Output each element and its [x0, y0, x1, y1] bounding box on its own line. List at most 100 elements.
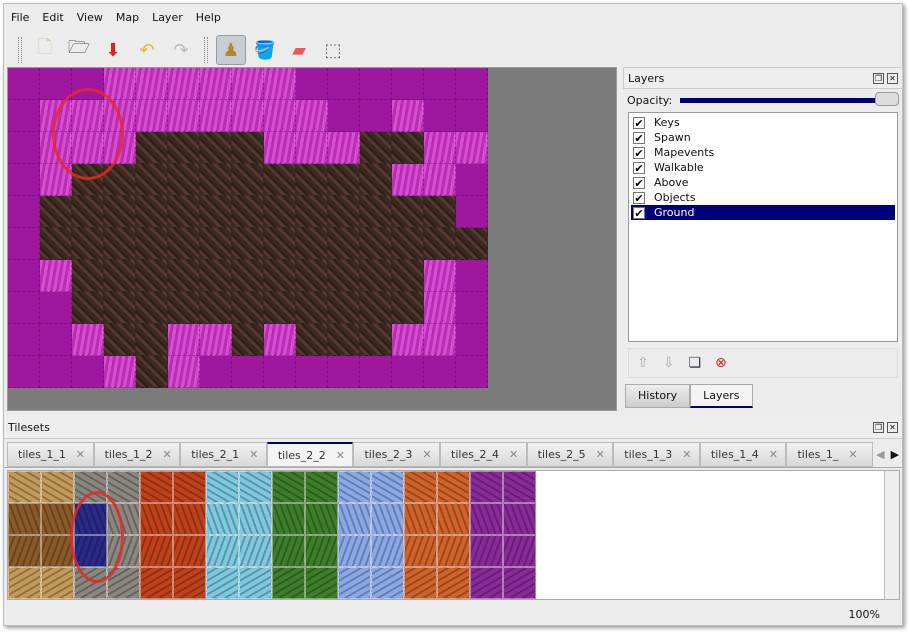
move-layer-down-icon[interactable]: ⇩ [662, 355, 675, 371]
map-tile[interactable] [424, 196, 456, 228]
map-tile[interactable] [40, 292, 72, 324]
map-tile[interactable] [424, 260, 456, 292]
scroll-right-icon[interactable]: ▶ [890, 448, 900, 461]
map-tile[interactable] [168, 196, 200, 228]
tileset-tab[interactable]: tiles_1_2 ✕ [93, 442, 181, 467]
tileset-tile[interactable] [74, 471, 107, 503]
map-tile[interactable] [264, 100, 296, 132]
map-tile[interactable] [8, 196, 40, 228]
map-tile[interactable] [136, 132, 168, 164]
close-tab-icon[interactable]: ✕ [75, 448, 86, 461]
map-tile[interactable] [456, 228, 488, 260]
map-tile[interactable] [456, 196, 488, 228]
tileset-tile[interactable] [404, 503, 437, 535]
map-tile[interactable] [456, 164, 488, 196]
map-tile[interactable] [136, 324, 168, 356]
map-tile[interactable] [264, 68, 296, 100]
map-tile[interactable] [392, 356, 424, 388]
map-tile[interactable] [8, 324, 40, 356]
map-tile[interactable] [392, 292, 424, 324]
visibility-checkbox[interactable]: ✔ [633, 161, 645, 175]
map-tile[interactable] [200, 164, 232, 196]
tileset-tile[interactable] [239, 567, 272, 599]
tileset-tab[interactable]: tiles_2_4 ✕ [440, 442, 527, 467]
tileset-tile[interactable] [338, 471, 371, 503]
map-tile[interactable] [264, 132, 296, 164]
map-tile[interactable] [168, 324, 200, 356]
tileset-tile[interactable] [8, 535, 41, 567]
close-icon[interactable]: ✕ [887, 72, 898, 84]
float-icon[interactable]: ❐ [873, 422, 884, 433]
map-tile[interactable] [392, 324, 424, 356]
menu-file[interactable]: File [11, 11, 30, 24]
menu-view[interactable]: View [76, 11, 103, 24]
tileset-tile[interactable] [305, 471, 338, 503]
map-tile[interactable] [104, 324, 136, 356]
map-tile[interactable] [136, 196, 168, 228]
map-tile[interactable] [8, 100, 40, 132]
map-tile[interactable] [328, 68, 360, 100]
tileset-tile[interactable] [338, 567, 371, 599]
tileset-tab[interactable]: tiles_2_1 ✕ [180, 442, 267, 467]
map-tile[interactable] [136, 164, 168, 196]
map-tile[interactable] [328, 164, 360, 196]
tileset-tab[interactable]: tiles_2_5 ✕ [526, 442, 614, 467]
map-tile[interactable] [328, 196, 360, 228]
visibility-checkbox[interactable]: ✔ [633, 206, 645, 220]
map-tile[interactable] [264, 228, 296, 260]
map-tile[interactable] [392, 164, 424, 196]
map-tile[interactable] [40, 68, 72, 100]
tileset-tile[interactable] [470, 535, 503, 567]
map-tile[interactable] [296, 292, 328, 324]
map-tile[interactable] [168, 100, 200, 132]
map-tile[interactable] [232, 68, 264, 100]
layer-item[interactable]: ✔ Ground [631, 205, 895, 220]
tileset-tile[interactable] [41, 503, 74, 535]
tileset-tile[interactable] [239, 503, 272, 535]
map-tile[interactable] [456, 292, 488, 324]
map-tile[interactable] [360, 132, 392, 164]
close-tab-icon[interactable]: ✕ [249, 448, 259, 461]
map-tile[interactable] [360, 68, 392, 100]
map-tile[interactable] [328, 132, 360, 164]
close-tab-icon[interactable]: ✕ [422, 448, 432, 461]
map-tile[interactable] [232, 356, 264, 388]
map-tile[interactable] [8, 164, 40, 196]
visibility-checkbox[interactable]: ✔ [633, 146, 645, 160]
tileset-tab[interactable]: tiles_1_ ✕ [786, 442, 874, 467]
map-tile[interactable] [360, 292, 392, 324]
tab-layers[interactable]: Layers [690, 384, 753, 408]
map-tile[interactable] [40, 356, 72, 388]
visibility-checkbox[interactable]: ✔ [633, 191, 645, 205]
map-tile[interactable] [168, 228, 200, 260]
layer-item[interactable]: ✔ Above [631, 175, 895, 190]
map-tile[interactable] [392, 132, 424, 164]
tileset-tile[interactable] [173, 535, 206, 567]
tileset-view[interactable] [7, 470, 900, 600]
map-tile[interactable] [72, 196, 104, 228]
visibility-checkbox[interactable]: ✔ [633, 131, 645, 145]
map-tile[interactable] [328, 292, 360, 324]
menu-edit[interactable]: Edit [42, 11, 64, 24]
map-tile[interactable] [200, 292, 232, 324]
tileset-tile[interactable] [371, 567, 404, 599]
menu-layer[interactable]: Layer [152, 11, 183, 24]
tileset-tile[interactable] [206, 567, 239, 599]
map-tile[interactable] [104, 68, 136, 100]
tileset-tile[interactable] [470, 471, 503, 503]
map-tile[interactable] [456, 100, 488, 132]
close-icon[interactable]: ✕ [887, 422, 898, 433]
map-tile[interactable] [360, 356, 392, 388]
float-icon[interactable]: ❐ [873, 72, 884, 84]
map-tile[interactable] [40, 228, 72, 260]
tileset-tab[interactable]: tiles_1_1 ✕ [7, 442, 94, 467]
tileset-tile[interactable] [140, 535, 173, 567]
map-tile[interactable] [456, 260, 488, 292]
tileset-tile[interactable] [173, 503, 206, 535]
map-tile[interactable] [392, 228, 424, 260]
tileset-tile[interactable] [404, 535, 437, 567]
tileset-tile[interactable] [272, 567, 305, 599]
map-tile[interactable] [328, 356, 360, 388]
tileset-tile[interactable] [371, 503, 404, 535]
save-icon[interactable]: ⬇ [105, 39, 121, 61]
